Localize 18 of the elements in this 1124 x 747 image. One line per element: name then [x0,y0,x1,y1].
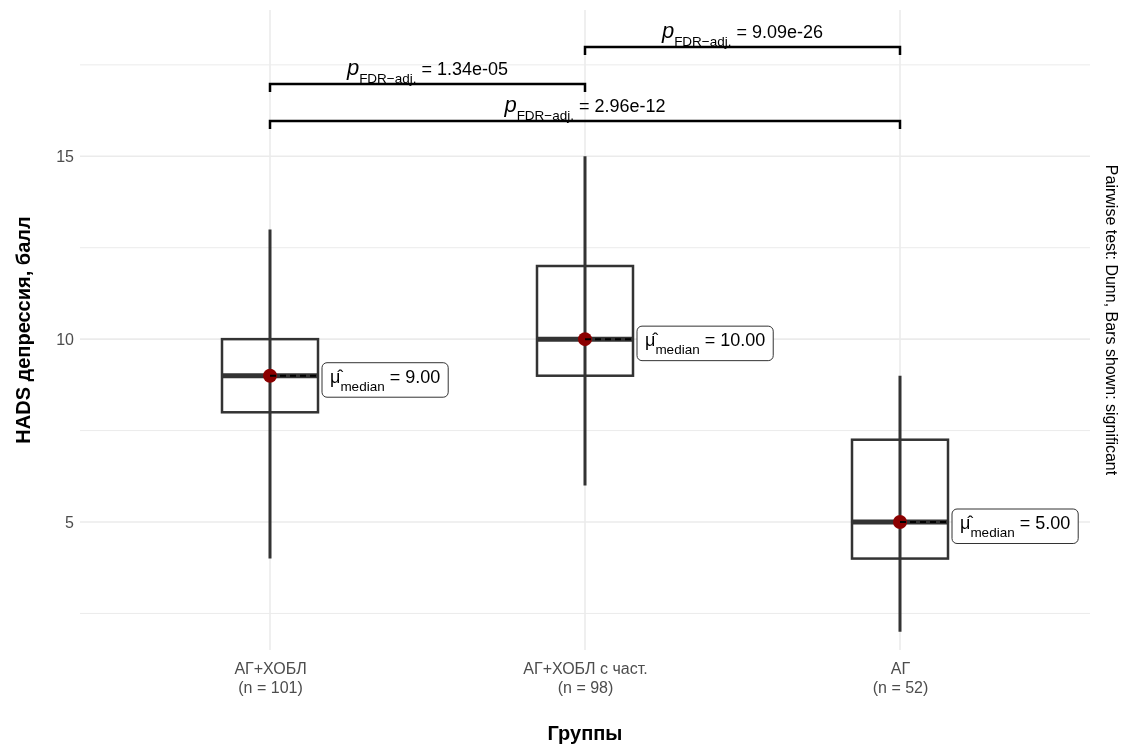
x-tick-label: АГ+ХОБЛ (n = 101) [234,660,307,696]
point [263,368,277,383]
point [578,332,592,347]
y-tick-label: 5 [65,513,75,531]
x-axis-title: Группы [547,722,623,744]
annotation: p$_{FDR−adj.}$ = 2.96e-12 [503,92,666,123]
y-tick-label: 15 [56,147,75,165]
annotation: μ̂$_{median}$ = 9.00 [330,366,441,394]
x-tick-label: АГ (n = 52) [872,660,929,696]
annotation: μ̂$_{median}$ = 5.00 [960,513,1071,540]
y-axis-title: HADS депрессия, балл [12,216,34,444]
annotation: μ̂$_{median}$ = 10.00 [645,330,766,357]
point [893,515,907,529]
x-tick-label: АГ+ХОБЛ с част. (n = 98) [523,660,648,696]
annotation: p$_{FDR−adj.}$ = 9.09e-26 [660,18,824,49]
text: Pairwise test: Dunn, Bars shown: significant [1103,164,1120,476]
y-tick-label: 10 [56,330,75,348]
annotation: p$_{FDR−adj.}$ = 1.34e-05 [345,55,509,86]
